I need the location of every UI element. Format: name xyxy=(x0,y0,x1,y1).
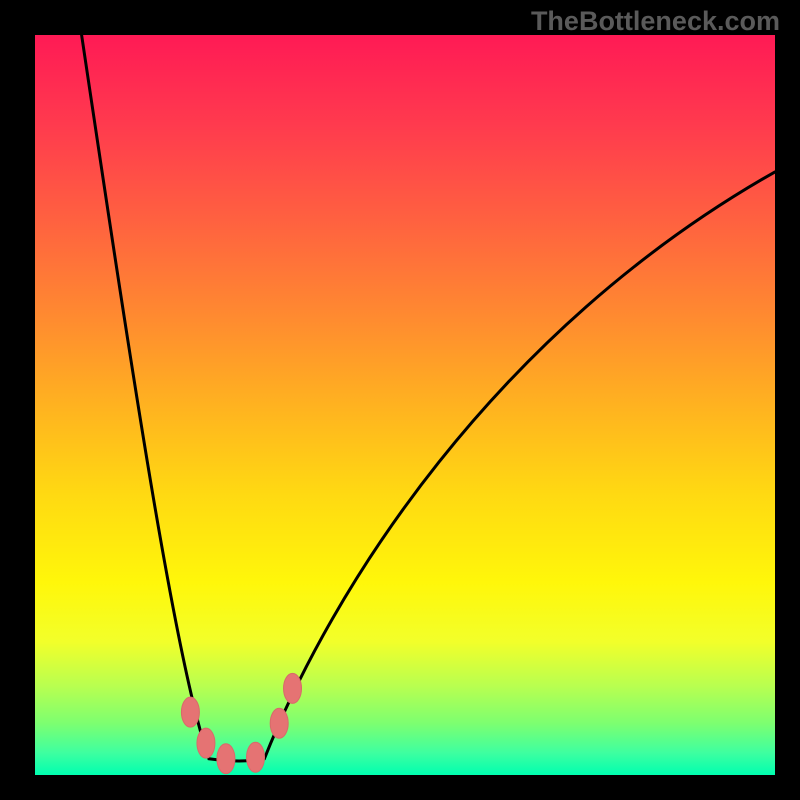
plot-background xyxy=(35,35,775,775)
curve-marker xyxy=(217,744,235,774)
bottleneck-chart xyxy=(0,0,800,800)
curve-marker xyxy=(270,708,288,738)
curve-marker xyxy=(247,742,265,772)
curve-marker xyxy=(181,697,199,727)
curve-marker xyxy=(197,728,215,758)
curve-marker xyxy=(284,673,302,703)
watermark-text: TheBottleneck.com xyxy=(531,6,780,37)
